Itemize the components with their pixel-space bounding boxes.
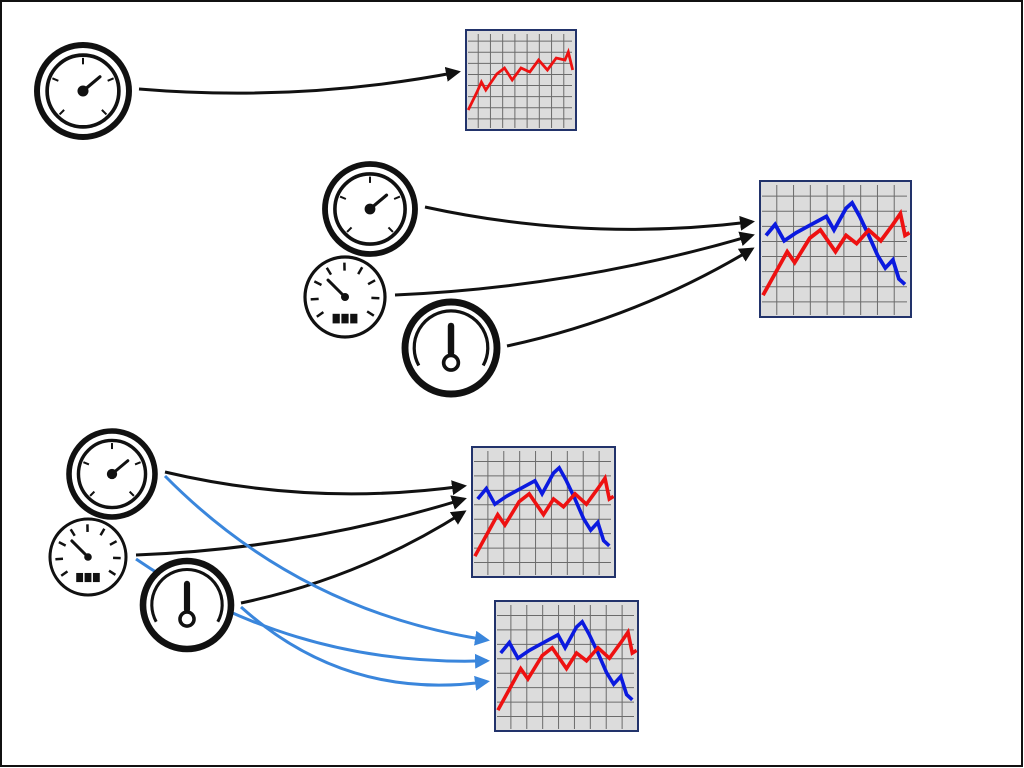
link-arrow-blue	[163, 474, 490, 646]
chart-series-red	[761, 208, 911, 297]
speedometer-icon	[48, 517, 128, 597]
dial-gauge-icon	[322, 161, 418, 257]
speedometer-icon	[303, 255, 387, 339]
scenario-three-sources-to-one-chart	[303, 161, 501, 398]
dial-gauge-icon	[34, 42, 132, 140]
chart-series-red	[496, 627, 638, 712]
link-arrow-black	[424, 205, 755, 231]
thermometer-gauge-icon	[401, 298, 501, 398]
line-chart-icon	[465, 29, 577, 131]
dial-gauge-icon	[66, 428, 158, 520]
chart-series-red	[473, 473, 615, 558]
chart-icons	[465, 29, 912, 732]
link-arrow-black	[394, 231, 755, 297]
link-arrow-black	[506, 247, 755, 348]
link-arrow-black	[135, 495, 467, 557]
link-arrow-black	[240, 510, 467, 605]
thermometer-gauge-icon	[139, 557, 235, 653]
chart-series-blue	[499, 618, 634, 702]
line-chart-icon	[494, 600, 639, 732]
link-arrow-black	[164, 470, 467, 496]
scenario-three-sources-to-two-charts	[48, 428, 235, 653]
line-chart-icon	[471, 446, 616, 578]
link-arrow-black	[138, 66, 461, 95]
link-arrow-blue	[239, 605, 490, 691]
chart-series-blue	[476, 464, 611, 548]
line-chart-icon	[759, 180, 912, 318]
chart-series-red	[466, 47, 575, 111]
scenario-single-source-to-single-chart	[34, 42, 132, 140]
chart-series-blue	[764, 199, 907, 286]
gauge-icons	[34, 42, 501, 653]
